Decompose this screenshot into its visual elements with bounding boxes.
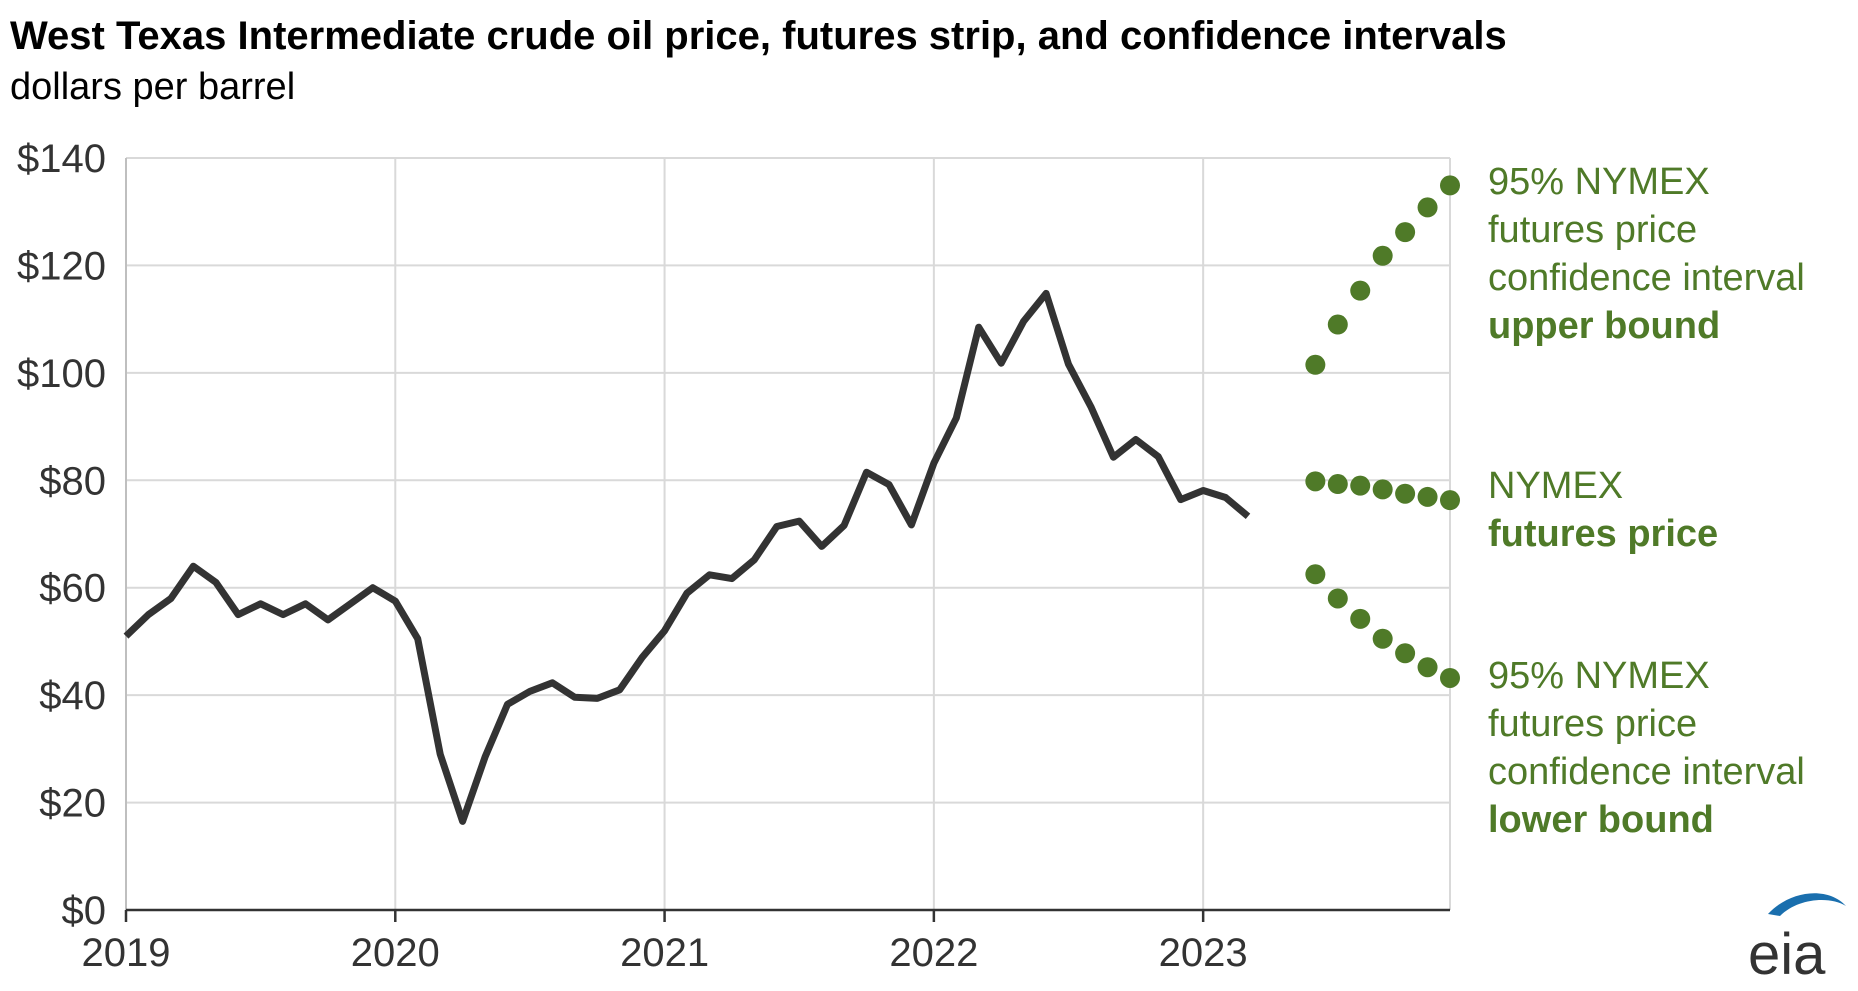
data-point bbox=[1417, 486, 1438, 507]
data-point bbox=[1395, 643, 1416, 664]
annotation-mid-bold: futures price bbox=[1488, 513, 1719, 555]
y-tick-label: $40 bbox=[39, 674, 106, 718]
annotation-futures-price: NYMEX futures price bbox=[1488, 462, 1718, 558]
x-tick-label: 2022 bbox=[889, 931, 978, 975]
data-point bbox=[1417, 197, 1438, 218]
x-tick-label: 2020 bbox=[351, 931, 440, 975]
annotation-lower-line4: lower bound bbox=[1488, 796, 1805, 844]
data-point bbox=[1327, 314, 1348, 335]
axes: $0 $20 $40 $60 $80 $100 $120 $140 2019 2020 2021 20… bbox=[17, 137, 1450, 975]
annotation-lower-line2: futures price bbox=[1488, 703, 1698, 745]
annotation-upper-line3: confidence interval bbox=[1488, 257, 1805, 299]
annotation-lower-line1: 95% NYMEX bbox=[1488, 655, 1710, 697]
gridlines bbox=[126, 157, 1451, 910]
y-tick-label: $120 bbox=[17, 244, 106, 288]
annotation-lower-line3: confidence interval bbox=[1488, 751, 1805, 793]
data-point bbox=[1395, 483, 1416, 504]
data-point bbox=[1395, 222, 1416, 243]
y-tick-label: $60 bbox=[39, 567, 106, 611]
annotation-lower-bound: 95% NYMEX futures price confidence inter… bbox=[1488, 652, 1805, 844]
annotation-mid-line1: NYMEX bbox=[1488, 465, 1624, 507]
annotation-upper-line1: 95% NYMEX bbox=[1488, 161, 1710, 203]
eia-logo: eia bbox=[1748, 893, 1846, 982]
data-point bbox=[1327, 588, 1348, 609]
data-point bbox=[1440, 667, 1460, 688]
annotation-lower-bold: lower bound bbox=[1488, 799, 1714, 841]
annotation-upper-bold: upper bound bbox=[1488, 305, 1721, 347]
annotation-upper-bound: 95% NYMEX futures price confidence inter… bbox=[1488, 158, 1805, 350]
data-point bbox=[1372, 479, 1393, 500]
dot-series-3 bbox=[1305, 564, 1460, 688]
dot-series-1 bbox=[1305, 175, 1460, 375]
y-tick-label: $80 bbox=[39, 459, 106, 503]
annotation-upper-line4: upper bound bbox=[1488, 302, 1805, 350]
data-series bbox=[123, 175, 1460, 825]
annotation-upper-line2: futures price bbox=[1488, 209, 1698, 251]
data-point bbox=[1372, 628, 1393, 649]
wti-price-line bbox=[123, 289, 1251, 825]
annotation-mid-line2: futures price bbox=[1488, 510, 1718, 558]
dot-series-2 bbox=[1305, 471, 1460, 511]
x-tick-label: 2021 bbox=[620, 931, 709, 975]
data-point bbox=[1305, 354, 1326, 375]
x-tick-label: 2019 bbox=[82, 931, 171, 975]
data-point bbox=[1350, 475, 1371, 496]
chart-title: West Texas Intermediate crude oil price,… bbox=[10, 14, 1507, 58]
data-point bbox=[1372, 245, 1393, 266]
y-tick-label: $100 bbox=[17, 352, 106, 396]
y-tick-label: $0 bbox=[62, 889, 107, 933]
x-tick-label: 2023 bbox=[1159, 931, 1248, 975]
eia-logo-text: eia bbox=[1748, 922, 1826, 982]
eia-logo-swoosh bbox=[1768, 893, 1846, 916]
data-point bbox=[1417, 657, 1438, 678]
data-point bbox=[1440, 490, 1460, 511]
data-point bbox=[1327, 474, 1348, 495]
data-point bbox=[1305, 471, 1326, 492]
data-point bbox=[1305, 564, 1326, 585]
y-tick-label: $20 bbox=[39, 782, 106, 826]
chart-subtitle: dollars per barrel bbox=[10, 66, 296, 108]
data-point bbox=[1350, 280, 1371, 301]
data-point bbox=[1440, 175, 1460, 196]
y-tick-label: $140 bbox=[17, 137, 106, 181]
data-point bbox=[1350, 608, 1371, 629]
